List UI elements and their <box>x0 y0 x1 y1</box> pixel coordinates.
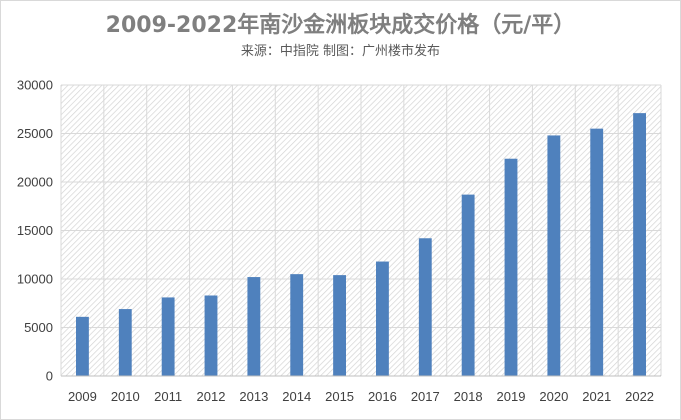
x-tick-label: 2010 <box>111 389 140 404</box>
x-tick-label: 2020 <box>539 389 568 404</box>
bar-2015 <box>333 275 346 376</box>
x-tick-label: 2014 <box>282 389 311 404</box>
x-tick-label: 2013 <box>239 389 268 404</box>
bar-2014 <box>290 274 304 376</box>
bar-2020 <box>547 135 561 376</box>
bar-2016 <box>376 261 389 376</box>
x-tick-label: 2009 <box>68 389 97 404</box>
x-tick-label: 2022 <box>625 389 654 404</box>
bar-2022 <box>633 113 646 376</box>
chart-subtitle: 来源：中指院 制图：广州楼市发布 <box>240 44 441 59</box>
bar-2021 <box>590 128 604 376</box>
y-tick-label: 25000 <box>17 126 53 141</box>
x-tick-label: 2019 <box>497 389 526 404</box>
y-tick-label: 0 <box>46 369 53 384</box>
bar-2017 <box>418 238 432 376</box>
y-tick-label: 5000 <box>24 320 53 335</box>
y-tick-label: 15000 <box>17 223 53 238</box>
x-tick-label: 2017 <box>411 389 440 404</box>
x-tick-label: 2015 <box>325 389 354 404</box>
x-tick-label: 2011 <box>154 389 182 404</box>
y-tick-label: 20000 <box>17 175 53 190</box>
y-tick-label: 10000 <box>17 272 53 287</box>
bar-2009 <box>76 316 89 376</box>
y-tick-label: 30000 <box>17 78 53 93</box>
chart-title: 2009-2022年南沙金洲板块成交价格（元/平） <box>105 13 576 38</box>
x-tick-label: 2016 <box>368 389 397 404</box>
x-tick-label: 2018 <box>454 389 483 404</box>
bar-2019 <box>504 158 518 376</box>
x-tick-label: 2012 <box>197 389 226 404</box>
bar-2010 <box>118 309 132 376</box>
bar-2012 <box>204 295 218 376</box>
x-tick-label: 2021 <box>582 389 611 404</box>
bar-2011 <box>161 297 175 376</box>
bar-2018 <box>461 194 475 376</box>
bar-2013 <box>247 277 261 376</box>
